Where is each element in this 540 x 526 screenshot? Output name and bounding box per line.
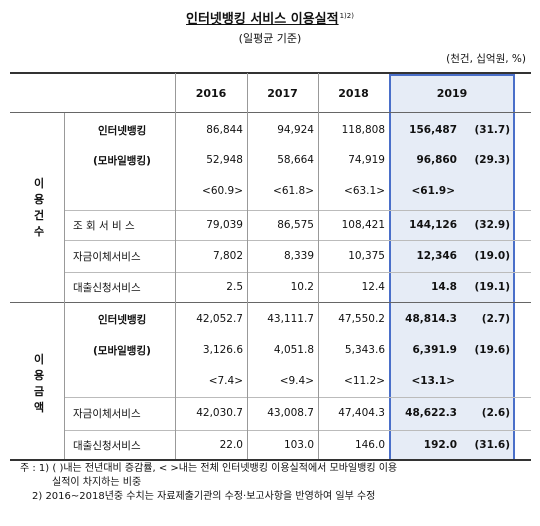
cell-2017: 43,111.7 bbox=[267, 313, 314, 325]
unit-label: (천건, 십억원, %) bbox=[446, 53, 526, 65]
cell-2018: 118,808 bbox=[341, 124, 385, 136]
row-label: 대출신청서비스 bbox=[73, 281, 141, 294]
cell-2017: 94,924 bbox=[277, 124, 314, 136]
cell-2017: 58,664 bbox=[277, 154, 314, 166]
cell-2019: 96,860 bbox=[416, 154, 457, 166]
table-bottom-border bbox=[10, 459, 531, 461]
title-footnote-mark: 1)2) bbox=[339, 11, 354, 20]
cell-2019-share: <61.9> bbox=[411, 185, 455, 197]
cell-rate: (19.1) bbox=[474, 281, 510, 293]
cell-2017: 8,339 bbox=[283, 250, 314, 262]
group-label-amount-char: 용 bbox=[33, 369, 45, 382]
cell-2016-share: <7.4> bbox=[208, 375, 243, 387]
cell-2018: 74,919 bbox=[348, 154, 385, 166]
row-label: 인터넷뱅킹 bbox=[98, 313, 147, 326]
cell-2016: 22.0 bbox=[219, 439, 243, 451]
group-label-count-char: 수 bbox=[33, 225, 45, 238]
cell-2019-share: <13.1> bbox=[411, 375, 455, 387]
cell-rate: (2.6) bbox=[481, 407, 510, 419]
header-year-2016: 2016 bbox=[195, 86, 227, 100]
footnotes: 주 : 1) ( )내는 전년대비 증감률, < >내는 전체 인터넷뱅킹 이용… bbox=[20, 462, 525, 504]
group-label-count-char: 이 bbox=[33, 177, 45, 190]
cell-2018: 47,550.2 bbox=[338, 313, 385, 325]
cell-2018: 146.0 bbox=[354, 439, 385, 451]
cell-rate: (31.6) bbox=[474, 439, 510, 451]
row-divider bbox=[64, 397, 531, 398]
cell-2018: 108,421 bbox=[341, 219, 385, 231]
row-label: 조 회 서 비 스 bbox=[73, 219, 135, 232]
cell-2017: 10.2 bbox=[290, 281, 314, 293]
cell-2017: 86,575 bbox=[277, 219, 314, 231]
cell-2018: 47,404.3 bbox=[338, 407, 385, 419]
table-title: 인터넷뱅킹 서비스 이용실적1)2) bbox=[0, 8, 540, 27]
row-label: 인터넷뱅킹 bbox=[98, 124, 147, 137]
row-divider bbox=[64, 272, 531, 273]
table-top-border bbox=[10, 72, 531, 74]
header-year-2018: 2018 bbox=[338, 86, 369, 100]
group-label-count: 이 용 건 수 bbox=[14, 172, 64, 244]
row-divider bbox=[64, 430, 531, 431]
cell-2017: 4,051.8 bbox=[273, 344, 314, 356]
row-divider bbox=[64, 240, 531, 241]
group-label-amount: 이 용 금 액 bbox=[14, 348, 64, 420]
cell-2019: 6,391.9 bbox=[412, 344, 457, 356]
group-divider bbox=[10, 302, 531, 303]
cell-2016: 79,039 bbox=[206, 219, 243, 231]
column-divider bbox=[175, 73, 176, 459]
column-divider bbox=[64, 113, 65, 459]
cell-2017-share: <61.8> bbox=[273, 185, 314, 197]
cell-rate: (29.3) bbox=[474, 154, 510, 166]
cell-2017: 103.0 bbox=[283, 439, 314, 451]
highlight-2019-column bbox=[389, 74, 515, 461]
cell-2019: 156,487 bbox=[409, 124, 457, 136]
cell-2018: 10,375 bbox=[348, 250, 385, 262]
cell-2016: 42,030.7 bbox=[196, 407, 243, 419]
group-label-amount-char: 금 bbox=[33, 385, 45, 398]
cell-2016: 2.5 bbox=[226, 281, 243, 293]
cell-2016-share: <60.9> bbox=[202, 185, 243, 197]
footnote-1-continued: 실적이 차지하는 비중 bbox=[52, 477, 142, 488]
cell-2016: 42,052.7 bbox=[196, 313, 243, 325]
group-label-amount-char: 이 bbox=[33, 353, 45, 366]
group-label-count-char: 용 bbox=[33, 193, 45, 206]
footnote-1: 주 : 1) ( )내는 전년대비 증감률, < >내는 전체 인터넷뱅킹 이용… bbox=[20, 463, 398, 474]
header-year-2019: 2019 bbox=[436, 86, 468, 100]
group-label-count-char: 건 bbox=[33, 209, 45, 222]
cell-2018: 12.4 bbox=[361, 281, 385, 293]
footnote-2: 2) 2016~2018년중 수치는 자료제출기관의 수정·보고사항을 반영하여… bbox=[32, 491, 376, 502]
row-label: 자금이체서비스 bbox=[73, 250, 141, 263]
cell-rate: (32.9) bbox=[474, 219, 510, 231]
cell-rate: (19.6) bbox=[474, 344, 510, 356]
cell-2019: 144,126 bbox=[409, 219, 457, 231]
header-bottom-border bbox=[10, 112, 531, 113]
cell-2016: 3,126.6 bbox=[202, 344, 243, 356]
cell-2019: 48,622.3 bbox=[405, 407, 457, 419]
cell-rate: (19.0) bbox=[474, 250, 510, 262]
cell-2019: 48,814.3 bbox=[405, 313, 457, 325]
cell-2017: 43,008.7 bbox=[267, 407, 314, 419]
header-year-2017: 2017 bbox=[267, 86, 298, 100]
cell-2019: 12,346 bbox=[416, 250, 457, 262]
column-divider bbox=[318, 73, 319, 459]
cell-2018: 5,343.6 bbox=[344, 344, 385, 356]
column-divider bbox=[247, 73, 248, 459]
cell-2017-share: <9.4> bbox=[279, 375, 314, 387]
cell-2018-share: <11.2> bbox=[344, 375, 385, 387]
row-divider bbox=[64, 210, 531, 211]
cell-2016: 86,844 bbox=[206, 124, 243, 136]
cell-2016: 52,948 bbox=[206, 154, 243, 166]
cell-2018-share: <63.1> bbox=[344, 185, 385, 197]
cell-2019: 192.0 bbox=[423, 439, 457, 451]
cell-rate: (2.7) bbox=[481, 313, 510, 325]
cell-2016: 7,802 bbox=[212, 250, 243, 262]
row-label: 대출신청서비스 bbox=[73, 439, 141, 452]
row-label: (모바일뱅킹) bbox=[93, 154, 151, 167]
title-text: 인터넷뱅킹 서비스 이용실적 bbox=[186, 12, 339, 27]
row-label: (모바일뱅킹) bbox=[93, 344, 151, 357]
row-label: 자금이체서비스 bbox=[73, 407, 141, 420]
table-subtitle: (일평균 기준) bbox=[238, 32, 302, 45]
group-label-amount-char: 액 bbox=[33, 401, 45, 414]
cell-2019: 14.8 bbox=[431, 281, 457, 293]
cell-rate: (31.7) bbox=[474, 124, 510, 136]
